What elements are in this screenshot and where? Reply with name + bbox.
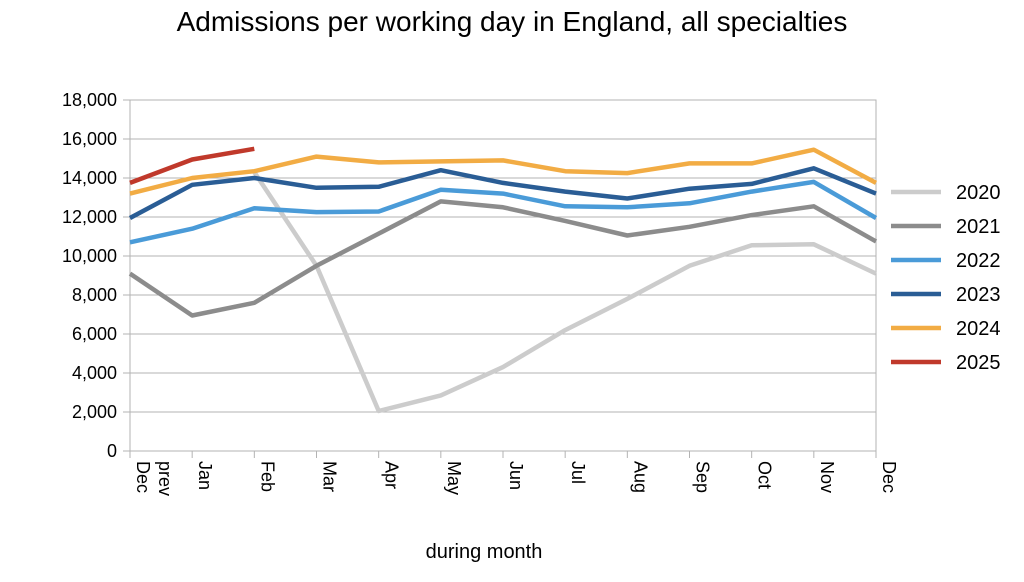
y-axis-labels: 0 2,000 4,000 6,000 8,000 10,000 12,000 14,000 1… <box>62 90 117 461</box>
x-tick-label-group: Jul <box>568 461 588 484</box>
legend: 2020 2021 2022 2023 2024 2025 <box>891 182 1001 374</box>
legend-label-2022: 2022 <box>956 250 1001 272</box>
legend-label-2020: 2020 <box>956 182 1001 204</box>
x-tick-label: Oct <box>755 461 775 489</box>
x-tick-label: May <box>444 461 464 495</box>
x-tick-label-group: Feb <box>257 461 277 492</box>
plot-area <box>123 99 877 458</box>
x-tick-label-group: Aug <box>630 461 650 493</box>
legend-label-2025: 2025 <box>956 352 1001 374</box>
x-tick-label: Aug <box>630 461 650 493</box>
x-tick-label-group: Jun <box>506 461 526 490</box>
legend-label-2024: 2024 <box>956 318 1001 340</box>
series-lines <box>128 146 878 414</box>
chart-title: Admissions per working day in England, a… <box>176 6 848 37</box>
x-tick-label: Dec <box>133 461 153 493</box>
x-tick-label: Jul <box>568 461 588 484</box>
y-tick-label: 0 <box>107 441 117 461</box>
x-tick-label-group: May <box>444 461 464 495</box>
x-tick-label: Dec <box>879 461 899 493</box>
x-tick-label: Sep <box>693 461 713 493</box>
x-tick-label-group: Sep <box>693 461 713 493</box>
x-tick-label: Feb <box>257 461 277 492</box>
x-tick-label: Jan <box>195 461 215 490</box>
x-tick-label-group: Dec <box>879 461 899 493</box>
series-line-2021 <box>128 199 878 318</box>
series-line-2024 <box>129 147 878 196</box>
x-tick-label: Apr <box>382 461 402 489</box>
y-tick-label: 2,000 <box>72 402 117 422</box>
x-tick-label: prev <box>155 461 175 496</box>
x-axis-labels: Dec prev Jan Feb Mar Apr May Jun Jul Aug Sep Oct Nov… <box>133 461 899 496</box>
y-tick-label: 6,000 <box>72 324 117 344</box>
y-tick-label: 10,000 <box>62 246 117 266</box>
x-tick-label-group: Mar <box>320 461 340 492</box>
y-tick-label: 16,000 <box>62 129 117 149</box>
y-tick-label: 14,000 <box>62 168 117 188</box>
x-tick-label-group: Nov <box>817 461 837 493</box>
x-axis-title: during month <box>426 541 543 563</box>
legend-label-2023: 2023 <box>956 284 1001 306</box>
x-tick-label: Mar <box>320 461 340 492</box>
x-tick-label-group: Oct <box>755 461 775 489</box>
x-tick-label-group: Jan <box>195 461 215 490</box>
y-tick-label: 4,000 <box>72 363 117 383</box>
y-tick-label: 8,000 <box>72 285 117 305</box>
series-line-2020 <box>252 170 877 414</box>
series-line-2025 <box>129 146 255 186</box>
legend-label-2021: 2021 <box>956 216 1001 238</box>
series-line-2023 <box>128 166 877 220</box>
x-tick-label: Jun <box>506 461 526 490</box>
y-tick-label: 12,000 <box>62 207 117 227</box>
x-tick-label: Nov <box>817 461 837 493</box>
y-tick-label: 18,000 <box>62 90 117 110</box>
x-tick-label-group: Apr <box>382 461 402 489</box>
x-tick-label-group: Dec prev <box>133 461 175 496</box>
